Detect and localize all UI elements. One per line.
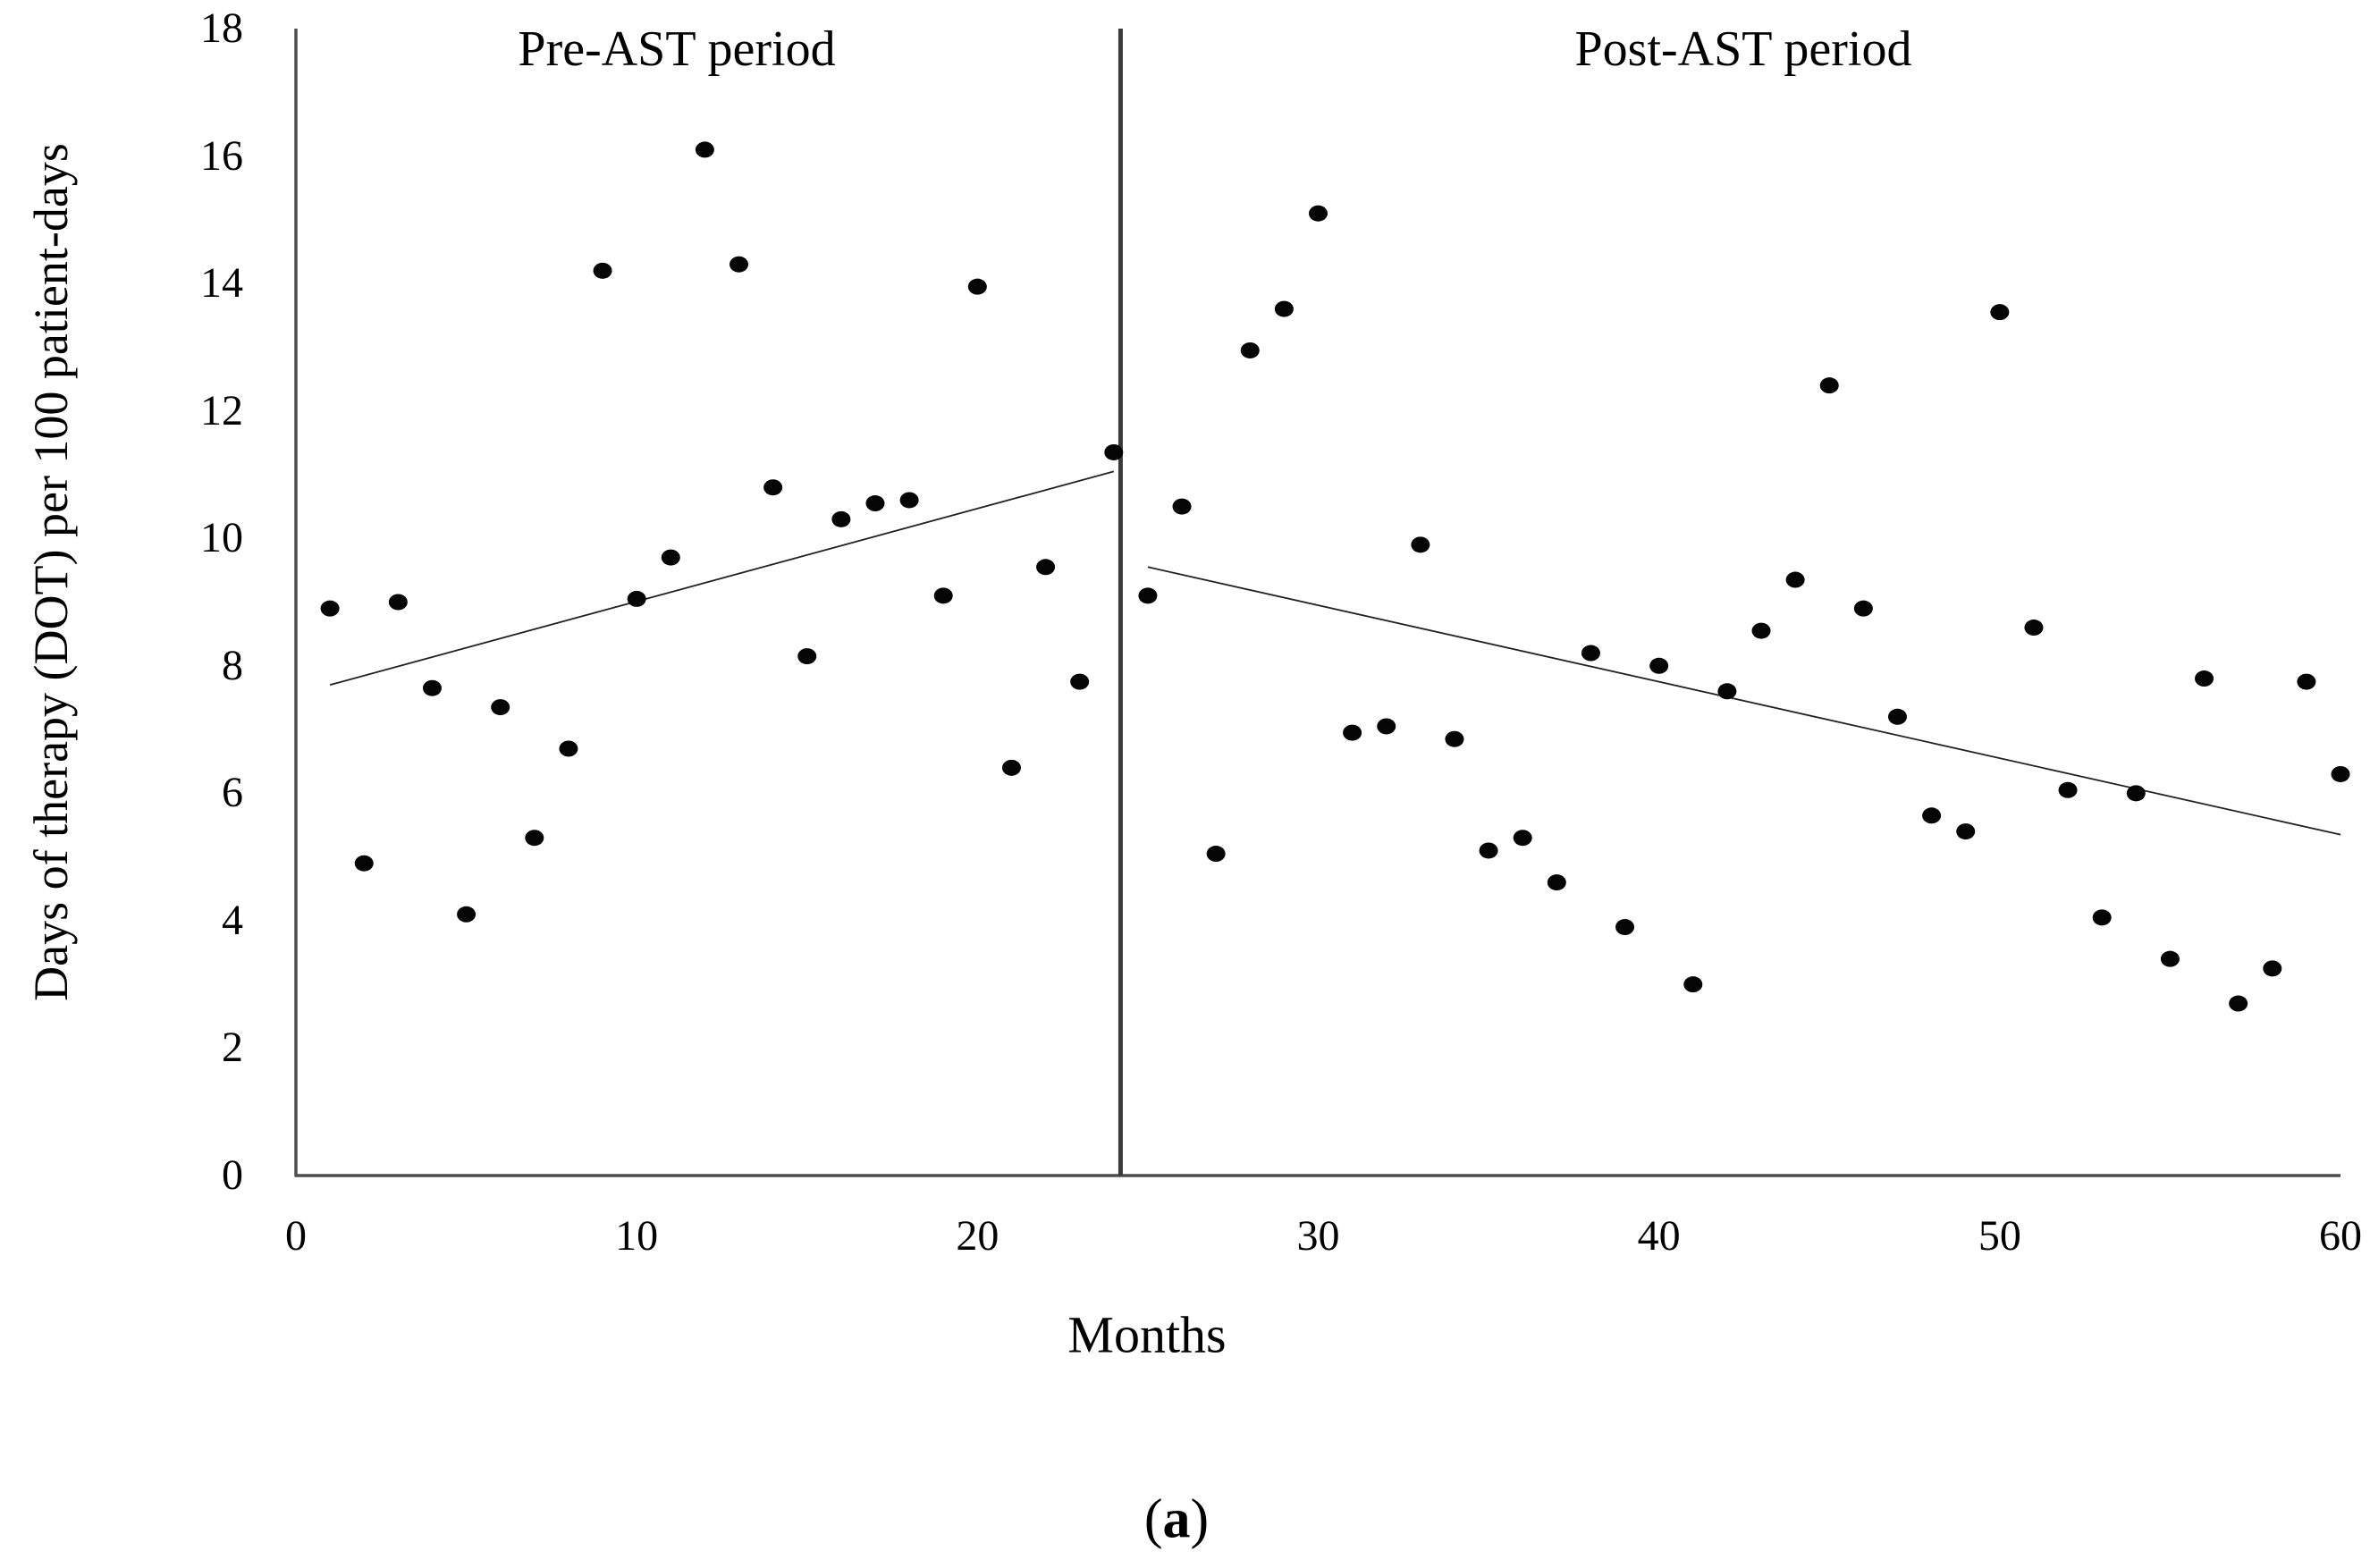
post-data-point <box>1990 304 2010 321</box>
pre-data-point <box>525 830 544 847</box>
post-period-label: Post-AST period <box>1574 21 1912 77</box>
post-data-point <box>2126 785 2146 802</box>
post-data-point <box>1956 823 1976 840</box>
post-data-point <box>1411 536 1430 553</box>
post-data-point <box>1751 622 1771 639</box>
post-data-point <box>1377 718 1396 735</box>
post-data-point <box>1683 976 1703 993</box>
x-tick-label: 20 <box>956 1212 999 1260</box>
x-tick-label: 10 <box>615 1212 659 1260</box>
pre-data-point <box>422 679 442 696</box>
post-data-point <box>1922 807 1942 824</box>
pre-data-point <box>661 549 680 566</box>
pre-data-point <box>491 699 510 716</box>
post-data-point <box>1513 830 1532 847</box>
post-data-point <box>2092 909 2112 926</box>
post-data-point <box>1206 846 1226 863</box>
y-tick-label: 14 <box>200 259 243 308</box>
post-data-point <box>1240 341 1260 358</box>
pre-data-point <box>831 510 851 527</box>
post-data-point <box>1581 645 1600 662</box>
pre-data-point <box>559 740 578 757</box>
post-data-point <box>1547 874 1566 891</box>
post-data-point <box>1887 708 1907 725</box>
post-data-point <box>1649 657 1669 674</box>
pre-data-point <box>593 262 612 279</box>
post-trend-line <box>1147 566 2341 836</box>
y-tick-label: 16 <box>200 131 243 180</box>
pre-data-point <box>933 587 953 604</box>
y-tick-label: 6 <box>222 769 243 817</box>
pre-data-point <box>865 495 885 512</box>
pre-data-point <box>1104 443 1124 460</box>
pre-data-point <box>1070 673 1090 690</box>
post-data-point <box>2195 670 2214 687</box>
y-tick-label: 0 <box>222 1151 243 1199</box>
x-tick-label: 30 <box>1296 1212 1340 1260</box>
post-data-point <box>2058 781 2078 798</box>
pre-data-point <box>899 492 919 509</box>
post-data-point <box>1138 587 1158 604</box>
y-tick-label: 4 <box>222 896 243 944</box>
subfigure-caption: (a) <box>1144 1488 1209 1552</box>
post-data-point <box>2297 673 2316 690</box>
post-data-point <box>1479 842 1498 859</box>
post-data-point <box>2160 950 2180 967</box>
y-tick-label: 12 <box>200 386 243 434</box>
post-data-point <box>1309 205 1328 222</box>
pre-data-point <box>695 141 714 158</box>
pre-data-point <box>797 648 817 665</box>
x-tick-label: 40 <box>1637 1212 1681 1260</box>
post-data-point <box>1343 724 1362 741</box>
post-data-point <box>2331 765 2350 782</box>
post-data-point <box>2263 960 2282 977</box>
y-tick-label: 10 <box>200 514 243 562</box>
post-data-point <box>1717 683 1737 700</box>
x-tick-label: 50 <box>1978 1212 2021 1260</box>
x-axis-title: Months <box>1067 1305 1227 1364</box>
post-data-point <box>1785 571 1805 588</box>
x-tick-label: 60 <box>2319 1212 2362 1260</box>
x-tick-label: 0 <box>285 1212 307 1260</box>
post-data-point <box>2229 995 2248 1012</box>
pre-data-point <box>320 600 340 617</box>
post-data-point <box>1172 498 1192 515</box>
pre-data-point <box>1001 759 1021 776</box>
pre-data-point <box>354 855 374 872</box>
pre-data-point <box>627 590 646 607</box>
caption-close-paren: ) <box>1190 1488 1210 1550</box>
pre-data-point <box>730 256 749 273</box>
post-data-point <box>1445 730 1464 747</box>
y-tick-label: 2 <box>222 1024 243 1072</box>
pre-trend-line <box>329 470 1115 687</box>
pre-data-point <box>388 594 408 611</box>
post-data-point <box>1819 377 1839 394</box>
caption-open-paren: ( <box>1143 1488 1163 1550</box>
caption-letter: a <box>1162 1488 1191 1550</box>
post-data-point <box>1274 300 1294 317</box>
pre-period-label: Pre-AST period <box>518 21 836 77</box>
post-data-point <box>2024 620 2044 636</box>
pre-data-point <box>967 278 987 295</box>
pre-data-point <box>763 479 783 496</box>
y-tick-label: 18 <box>200 4 243 52</box>
y-tick-label: 8 <box>222 641 243 689</box>
pre-data-point <box>457 906 477 923</box>
post-data-point <box>1853 600 1873 617</box>
post-data-point <box>1615 919 1635 936</box>
pre-data-point <box>1036 559 1056 576</box>
